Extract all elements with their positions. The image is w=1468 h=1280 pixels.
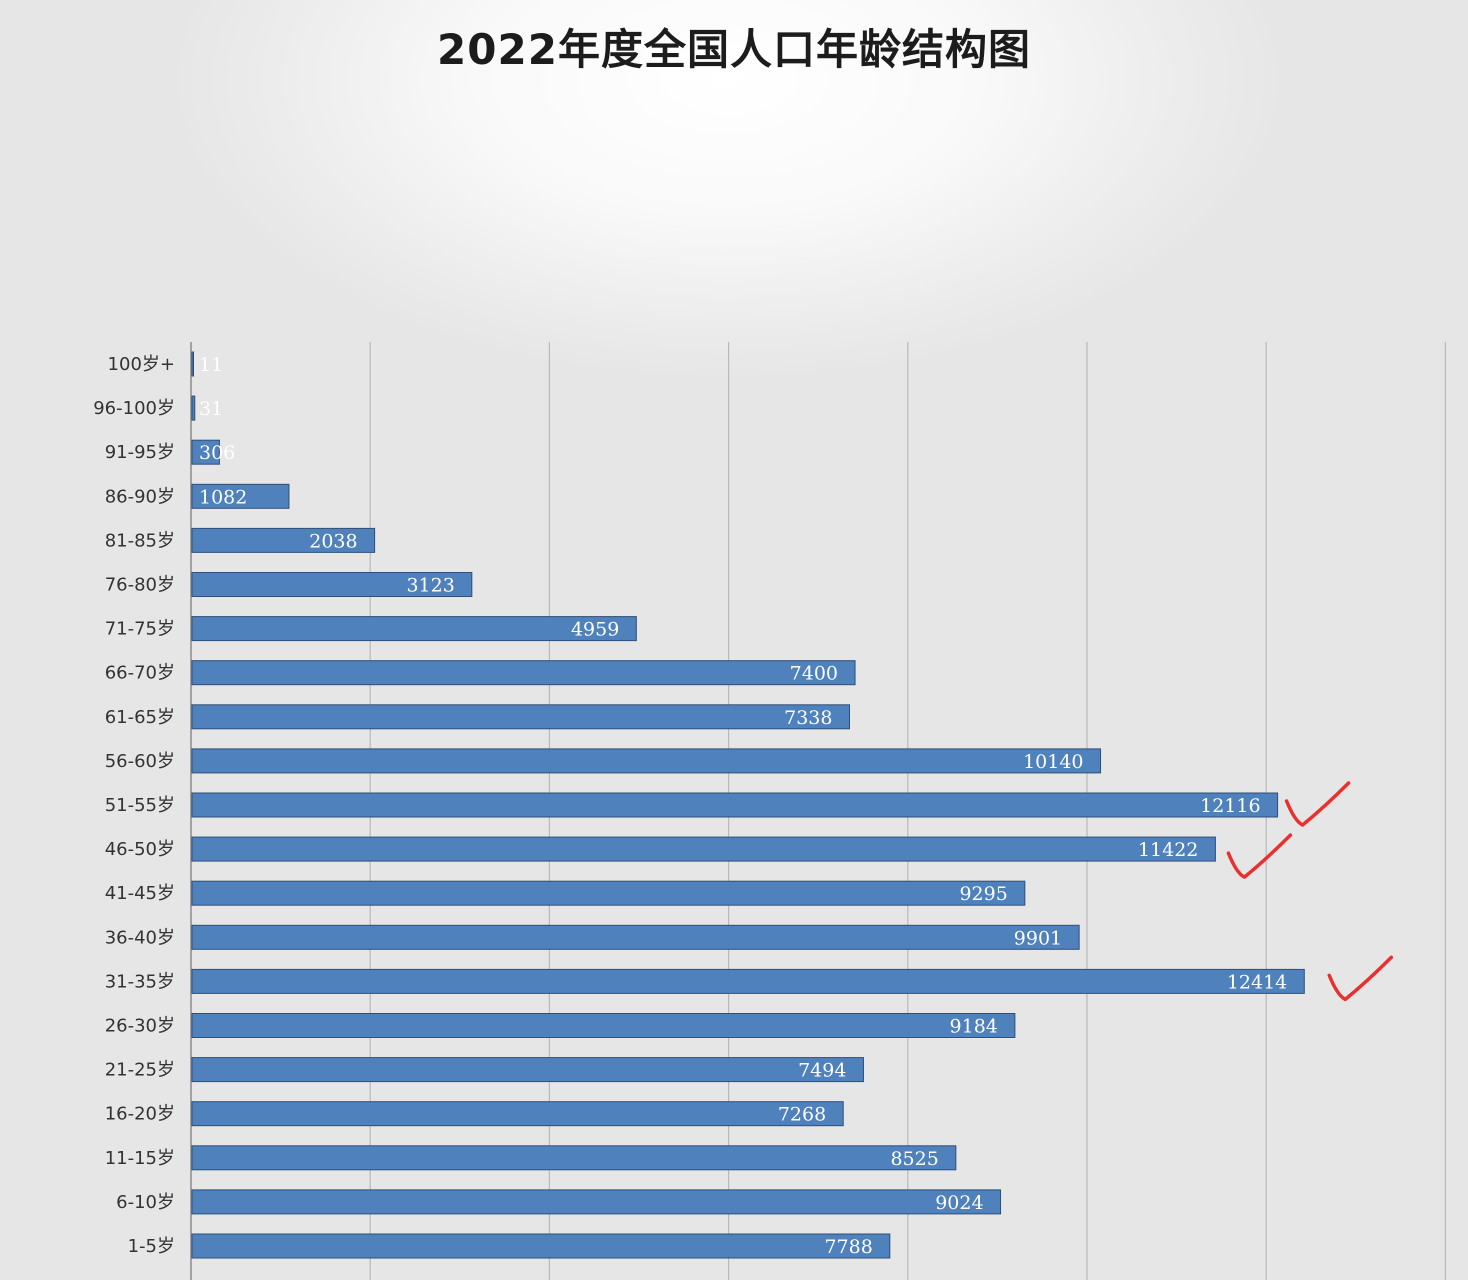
chart-title: 2022年度全国人口年龄结构图: [437, 25, 1031, 74]
data-label: 10140: [1023, 751, 1083, 773]
bar: [191, 1189, 1002, 1215]
category-label: 21-25岁: [105, 1060, 175, 1081]
check-mark-annotation: [1284, 781, 1351, 827]
category-label: 6-10岁: [116, 1192, 175, 1213]
category-label: 41-45岁: [105, 883, 175, 904]
category-label: 51-55岁: [105, 795, 175, 816]
data-label: 12116: [1200, 795, 1260, 817]
data-label: 2038: [309, 530, 357, 552]
labels-layer: 100岁+ 11 96-100岁 31 91-95岁 306 86-90岁 1082 81-85…: [93, 354, 1287, 1258]
category-label: 86-90岁: [105, 486, 175, 507]
bar: [191, 836, 1216, 862]
bar: [191, 395, 196, 421]
bar: [191, 660, 856, 686]
category-label: 26-30岁: [105, 1016, 175, 1037]
data-label: 8525: [890, 1148, 938, 1170]
category-label: 11-15岁: [105, 1148, 175, 1169]
category-label: 96-100岁: [93, 398, 175, 419]
category-label: 61-65岁: [105, 707, 175, 728]
data-label: 9024: [935, 1192, 983, 1214]
category-label: 1-5岁: [128, 1236, 175, 1257]
data-label: 9184: [950, 1016, 998, 1038]
category-label: 36-40岁: [105, 927, 175, 948]
data-label: 7400: [790, 663, 838, 685]
bar: [191, 924, 1080, 950]
data-label: 7268: [778, 1104, 826, 1126]
bar: [191, 616, 637, 642]
data-label: 4959: [571, 619, 619, 641]
category-label: 76-80岁: [105, 575, 175, 596]
bar: [191, 748, 1102, 774]
data-label: 306: [199, 442, 235, 464]
category-label: 81-85岁: [105, 530, 175, 551]
data-label: 1082: [199, 486, 247, 508]
data-label: 7338: [784, 707, 832, 729]
category-label: 31-35岁: [105, 971, 175, 992]
data-label: 31: [199, 398, 223, 420]
bar: [191, 439, 220, 465]
bar: [191, 483, 290, 509]
data-label: 9295: [959, 883, 1007, 905]
data-label: 9901: [1014, 927, 1062, 949]
data-label: 7788: [824, 1236, 872, 1258]
bar: [191, 704, 850, 730]
check-mark-annotation: [1327, 955, 1394, 1002]
data-label: 11422: [1138, 839, 1198, 861]
bar: [191, 351, 194, 377]
category-label: 100岁+: [108, 354, 175, 375]
bar: [191, 1057, 864, 1083]
data-label: 7494: [798, 1060, 846, 1082]
category-label: 91-95岁: [105, 442, 175, 463]
category-label: 56-60岁: [105, 751, 175, 772]
category-label: 71-75岁: [105, 619, 175, 640]
bar: [191, 1145, 957, 1171]
bar: [191, 1101, 844, 1127]
bar: [191, 968, 1305, 994]
category-label: 16-20岁: [105, 1104, 175, 1125]
bar: [191, 527, 376, 553]
annotation-layer: [1226, 781, 1394, 1002]
category-label: 66-70岁: [105, 663, 175, 684]
category-label: 46-50岁: [105, 839, 175, 860]
bar: [191, 792, 1279, 818]
data-label: 12414: [1227, 971, 1287, 993]
bar: [191, 1013, 1016, 1038]
check-mark-annotation: [1226, 833, 1293, 879]
bar: [191, 572, 473, 597]
bar: [191, 880, 1026, 906]
bars-layer: [191, 351, 1305, 1259]
data-label: 11: [199, 354, 223, 376]
bar: [191, 1233, 891, 1259]
data-label: 3123: [406, 575, 454, 597]
